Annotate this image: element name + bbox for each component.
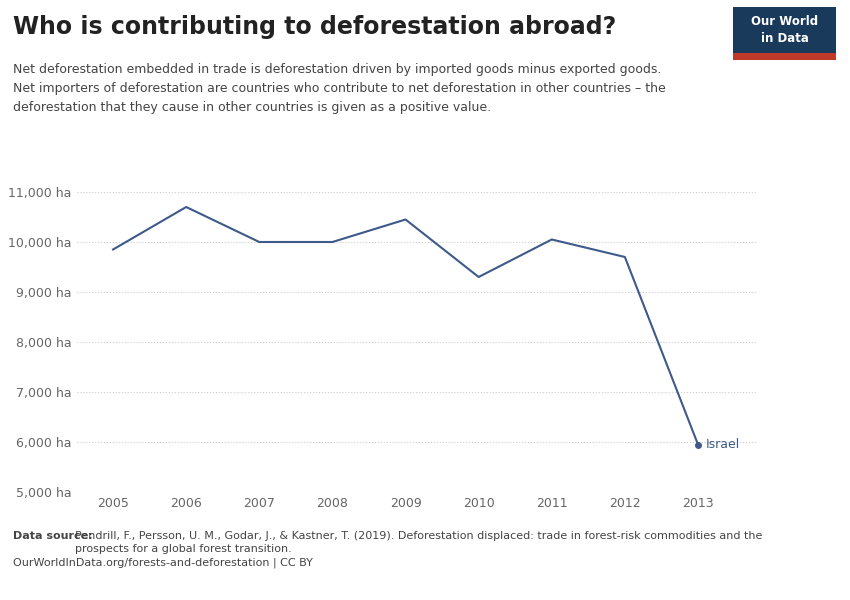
Text: Israel: Israel xyxy=(706,438,740,451)
Text: Data source:: Data source: xyxy=(13,531,96,541)
Text: Pendrill, F., Persson, U. M., Godar, J., & Kastner, T. (2019). Deforestation dis: Pendrill, F., Persson, U. M., Godar, J.,… xyxy=(75,531,762,554)
Text: Our World
in Data: Our World in Data xyxy=(751,15,818,45)
Text: OurWorldInData.org/forests-and-deforestation | CC BY: OurWorldInData.org/forests-and-deforesta… xyxy=(13,558,313,569)
Text: Who is contributing to deforestation abroad?: Who is contributing to deforestation abr… xyxy=(13,15,616,39)
Text: Net deforestation embedded in trade is deforestation driven by imported goods mi: Net deforestation embedded in trade is d… xyxy=(13,63,666,114)
